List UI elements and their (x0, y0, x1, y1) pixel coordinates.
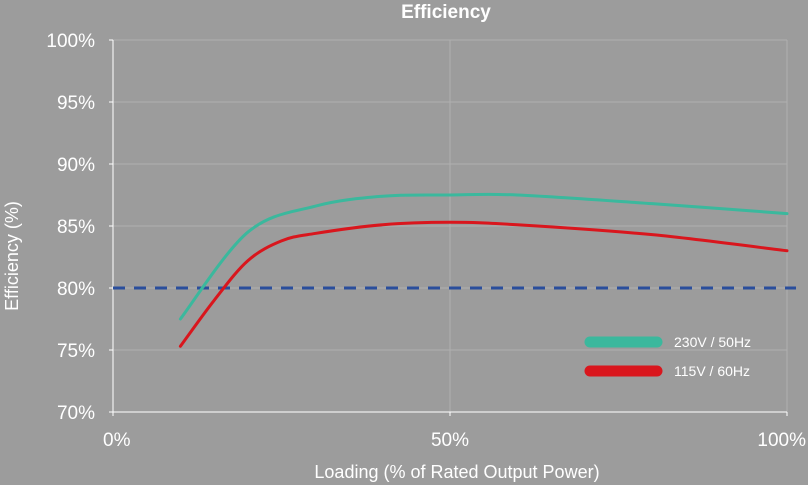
x-tick-label: 100% (757, 430, 806, 451)
legend: 230V / 50Hz 115V / 60Hz (584, 334, 751, 379)
x-tick-label: 50% (431, 430, 469, 451)
y-tick-label: 95% (57, 93, 95, 114)
series-line-230v-50hz (178, 192, 789, 321)
y-tick-label: 100% (46, 31, 95, 52)
series-line-115v-60hz (178, 220, 789, 348)
y-tick-label: 85% (57, 217, 95, 238)
x-axis-label: Loading (% of Rated Output Power) (314, 462, 599, 482)
legend-label: 230V / 50Hz (674, 334, 751, 350)
chart-title: Efficiency (401, 2, 491, 23)
y-tick-label: 80% (57, 279, 95, 300)
y-tick-label: 90% (57, 155, 95, 176)
y-tick-label: 70% (57, 403, 95, 424)
y-axis-label: Efficiency (%) (2, 201, 22, 311)
grid-lines (112, 39, 788, 413)
y-axis-ticks: 70% 75% 80% 85% 90% 95% 100% (46, 31, 113, 424)
series-lines (178, 192, 789, 348)
x-tick-label: 0% (103, 430, 131, 451)
y-tick-label: 75% (57, 341, 95, 362)
legend-label: 115V / 60Hz (674, 363, 750, 379)
x-axis-ticks: 0% 50% 100% (103, 412, 806, 451)
